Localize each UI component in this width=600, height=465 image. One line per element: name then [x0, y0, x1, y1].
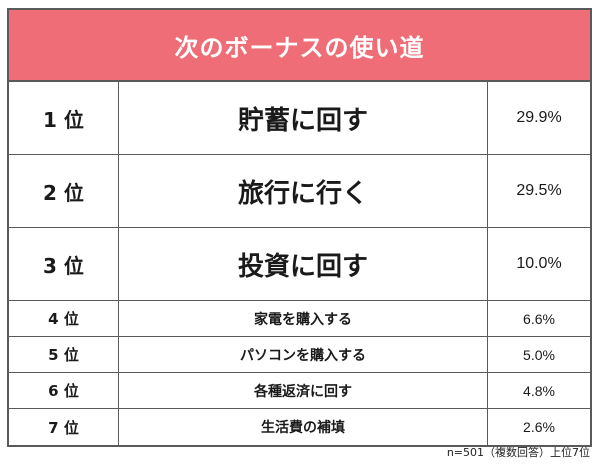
table-row: 2 位 旅行に行く 29.5% [9, 155, 590, 228]
ranking-table: 次のボーナスの使い道 1 位 貯蓄に回す 29.9% 2 位 旅行に行く 29.… [7, 8, 592, 447]
percent-cell: 5.0% [523, 346, 555, 363]
table-header: 次のボーナスの使い道 [9, 10, 590, 82]
percent-cell: 2.6% [523, 419, 555, 435]
percent-cell: 4.8% [523, 382, 555, 399]
percent-cell: 29.9% [516, 109, 562, 126]
table-row: 5 位 パソコンを購入する 5.0% [9, 337, 590, 373]
item-cell: 生活費の補填 [119, 409, 488, 445]
table-row: 1 位 貯蓄に回す 29.9% [9, 82, 590, 155]
table-row: 4 位 家電を購入する 6.6% [9, 301, 590, 337]
item-cell: 家電を購入する [119, 301, 488, 336]
item-cell: 貯蓄に回す [119, 82, 488, 154]
table-row: 7 位 生活費の補填 2.6% [9, 409, 590, 445]
percent-cell: 10.0% [516, 255, 562, 272]
item-cell: 投資に回す [119, 228, 488, 300]
rank-cell: 2 位 [9, 155, 119, 227]
item-cell: 旅行に行く [119, 155, 488, 227]
table-row: 3 位 投資に回す 10.0% [9, 228, 590, 301]
rank-cell: 4 位 [9, 301, 119, 336]
percent-cell: 29.5% [516, 182, 562, 199]
footnote: n=501（複数回答）上位7位 [446, 446, 590, 459]
rank-cell: 5 位 [9, 337, 119, 372]
rank-cell: 6 位 [9, 373, 119, 408]
rank-cell: 3 位 [9, 228, 119, 300]
rank-cell: 7 位 [9, 409, 119, 445]
rank-cell: 1 位 [9, 82, 119, 154]
table-title: 次のボーナスの使い道 [174, 33, 425, 62]
item-cell: パソコンを購入する [119, 337, 488, 372]
item-cell: 各種返済に回す [119, 373, 488, 408]
table-row: 6 位 各種返済に回す 4.8% [9, 373, 590, 409]
percent-cell: 6.6% [523, 310, 555, 327]
